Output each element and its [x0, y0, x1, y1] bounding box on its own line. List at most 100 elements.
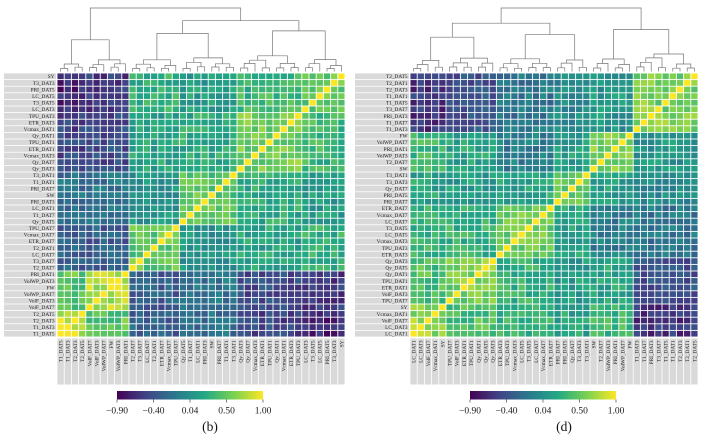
row-label: VolF_DAT3 — [382, 292, 408, 298]
row-label: T1_DAT1 — [386, 94, 408, 100]
row-label: SY — [48, 74, 55, 80]
column-label: LC_DAT5 — [520, 340, 526, 363]
column-label: T1_DAT3 — [66, 340, 72, 362]
row-label: Qy_DAT1 — [385, 272, 407, 278]
column-label: FW — [628, 341, 634, 349]
column-label: T3_DAT5 — [527, 340, 533, 362]
row-label: SW — [400, 167, 408, 173]
row-label: T1_DAT7 — [386, 120, 408, 126]
column-label: T2_DAT7 — [131, 340, 137, 362]
column-label: Qy_DAT5 — [181, 340, 187, 362]
row-label: PRI_DAT3 — [31, 200, 55, 206]
column-label: T2_DAT5 — [80, 340, 86, 362]
column-label: VolWP_DAT7 — [102, 340, 108, 371]
row-label: LC_DAT3 — [32, 107, 55, 113]
row-label: TPU_DAT7 — [29, 226, 55, 232]
row-label: TPU_DAT3 — [29, 114, 55, 120]
column-label: VolF_DAT3 — [95, 340, 101, 366]
row-label: VolF_DAT3 — [29, 299, 55, 305]
colorbar-tick-label: 0.50 — [571, 407, 588, 417]
column-label: Qy_DAT7 — [570, 340, 576, 362]
column-label: ETR_DAT1 — [462, 340, 468, 366]
row-label: Qy_DAT7 — [32, 160, 54, 166]
colorbar-tick-label: −0.90 — [459, 407, 481, 417]
column-label: T2_DAT5 — [692, 340, 698, 362]
row-label: VolWP_DAT7 — [377, 140, 408, 146]
heatmap-cells — [57, 73, 345, 337]
column-label: PRI_DAT3 — [649, 340, 655, 364]
column-label: LC_DAT7 — [534, 340, 540, 363]
column-label: Vcmax_DAT1 — [282, 340, 288, 371]
row-label: T1_DAT3 — [386, 127, 408, 133]
column-label: FW — [109, 341, 115, 349]
row-label: ETR_DAT3 — [29, 120, 55, 126]
row-label: LC_DAT1 — [385, 332, 408, 338]
column-label: T3_DAT1 — [231, 340, 237, 362]
row-labels: T2_DAT5T2_DAT1T2_DAT3T1_DAT1T1_DAT5T3_DA… — [355, 73, 409, 338]
row-label: ETR_DAT3 — [382, 252, 408, 258]
row-label: PRI_DAT5 — [384, 193, 408, 199]
row-label: T2_DAT5 — [386, 74, 408, 80]
row-label: PRI_DAT7 — [31, 186, 55, 192]
row-label: FW — [47, 285, 55, 291]
column-label: VolF_DAT3 — [455, 340, 461, 366]
row-label: PRI_DAT5 — [31, 87, 55, 93]
row-label: Vcmax_DAT7 — [24, 233, 55, 239]
row-label: ETR_DAT1 — [382, 285, 408, 291]
column-label: LC_DAT5 — [318, 340, 324, 363]
row-label: VolWP_DAT3 — [24, 279, 55, 285]
column-label: T1_DAT1 — [671, 340, 677, 362]
column-label: T2_DAT7 — [599, 340, 605, 362]
column-label: TPU_DAT3 — [505, 340, 511, 366]
column-label: T2_DAT3 — [73, 340, 79, 362]
column-label: T1_DAT1 — [224, 340, 230, 362]
column-label: T3_DAT3 — [332, 340, 338, 362]
column-label: T2_DAT3 — [678, 340, 684, 362]
colorbar-tick-label: −0.90 — [106, 407, 128, 417]
column-label: LC_DAT3 — [303, 340, 309, 363]
row-label: TPU_DAT1 — [382, 279, 408, 285]
column-label: T1_DAT3 — [635, 340, 641, 362]
dendrogram — [60, 7, 342, 72]
colorbar-tick-label: 1.00 — [255, 407, 272, 417]
column-label: ETR_DAT7 — [159, 340, 165, 366]
colorbar-tick-label: −0.40 — [143, 407, 165, 417]
row-label: VolWP_DAT3 — [377, 153, 408, 159]
column-label: PRI_DAT1 — [613, 340, 619, 364]
column-label: ETR_DAT7 — [548, 340, 554, 366]
panel-b-clustermap: SYT3_DAT3PRI_DAT5LC_DAT5T3_DAT5LC_DAT3TP… — [4, 7, 345, 417]
row-label: T1_DAT5 — [386, 101, 408, 107]
column-label: LC_DAT1 — [412, 340, 418, 363]
column-label: PRI_DAT3 — [203, 340, 209, 364]
column-label: VolF_DAT7 — [87, 340, 93, 366]
column-label: T1_DAT7 — [642, 340, 648, 362]
row-label: VolF_DAT7 — [29, 305, 55, 311]
column-label: T2_DAT1 — [685, 340, 691, 362]
row-label: T2_DAT5 — [33, 312, 55, 318]
column-label: PRI_DAT5 — [563, 340, 569, 364]
column-label: ETR_DAT3 — [289, 340, 295, 366]
row-label: T3_DAT1 — [386, 173, 408, 179]
column-label: SY — [339, 340, 345, 347]
row-label: T2_DAT3 — [386, 87, 408, 93]
column-label: Vcmax_DAT7 — [541, 340, 547, 371]
row-label: LC_DAT7 — [385, 219, 408, 225]
row-label: T3_DAT5 — [33, 101, 55, 107]
row-label: T1_DAT1 — [33, 180, 55, 186]
column-label: Qy_DAT3 — [239, 340, 245, 362]
row-label: T3_DAT1 — [33, 173, 55, 179]
column-label: TPU_DAT3 — [296, 340, 302, 366]
column-label: Vcmax_DAT3 — [253, 340, 259, 371]
row-label: T3_DAT5 — [386, 226, 408, 232]
column-label: LC_DAT7 — [145, 340, 151, 363]
column-label: T3_DAT7 — [656, 340, 662, 362]
row-label: Qy_DAT1 — [32, 134, 54, 140]
column-label: SW — [210, 341, 216, 349]
column-labels: T1_DAT5 T1_DAT3 T2_DAT3 T2_DAT5 VolF_DAT7 Vol… — [57, 338, 345, 385]
column-label: T3_DAT3 — [577, 340, 583, 362]
row-label: Vcmax_DAT3 — [377, 239, 408, 245]
row-label: T1_DAT7 — [33, 213, 55, 219]
row-label: TPU_DAT7 — [382, 299, 408, 305]
row-label: LC_DAT7 — [32, 252, 55, 258]
row-label: T3_DAT7 — [386, 107, 408, 113]
